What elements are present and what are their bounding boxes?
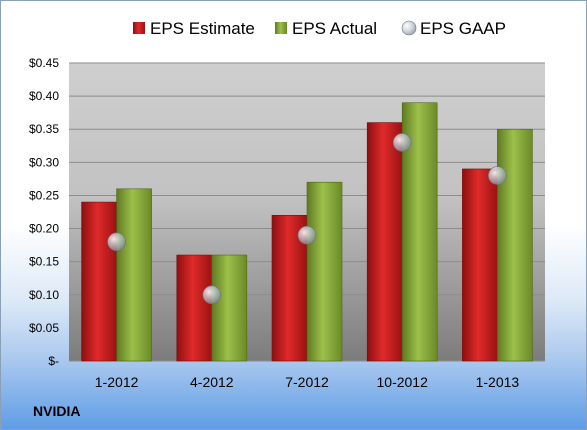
legend-label: EPS Actual	[292, 19, 377, 38]
y-tick-label: $0.10	[29, 288, 59, 302]
gaap-markers	[107, 133, 507, 305]
marker-eps-gaap	[488, 166, 507, 185]
y-tick-label: $0.30	[29, 155, 59, 169]
legend-swatch	[401, 20, 417, 36]
y-tick-label: $-	[48, 354, 59, 368]
marker-eps-gaap	[297, 225, 317, 245]
y-axis-ticks: $0.45 $0.40 $0.35 $0.30 $0.25 $0.20 $0.15 $0.10…	[29, 56, 59, 368]
legend-swatch	[133, 22, 145, 34]
x-tick-label: 4-2012	[190, 374, 234, 390]
y-tick-label: $0.25	[29, 188, 59, 202]
legend: EPS Estimate EPS Actual EPS GAAP	[133, 19, 506, 38]
x-axis-ticks: 1-2012 4-2012 7-2012 10-2012 1-2013	[95, 374, 520, 390]
x-tick-label: 10-2012	[377, 374, 429, 390]
bar-eps-estimate	[462, 168, 498, 362]
y-tick-label: $0.45	[29, 56, 59, 70]
y-tick-label: $0.20	[29, 222, 59, 236]
legend-label: EPS GAAP	[420, 19, 506, 38]
legend-label: EPS Estimate	[150, 19, 255, 38]
y-tick-label: $0.40	[29, 89, 59, 103]
bar-eps-estimate	[366, 122, 403, 362]
marker-eps-gaap	[392, 133, 412, 152]
bar-eps-actual	[306, 181, 343, 362]
y-tick-label: $0.05	[29, 321, 59, 335]
y-tick-label: $0.35	[29, 122, 59, 136]
x-tick-label: 7-2012	[285, 374, 329, 390]
bar-eps-estimate	[81, 201, 117, 362]
y-tick-label: $0.15	[29, 255, 59, 269]
x-tick-label: 1-2012	[95, 374, 139, 390]
bars	[81, 102, 533, 362]
company-label: NVIDIA	[33, 403, 81, 419]
marker-eps-gaap	[202, 285, 222, 305]
marker-eps-gaap	[107, 232, 126, 252]
bar-eps-estimate	[176, 254, 213, 362]
bar-eps-actual	[116, 188, 152, 362]
x-tick-label: 1-2013	[476, 374, 520, 390]
bar-eps-actual	[497, 128, 533, 362]
legend-swatch	[275, 22, 287, 34]
bar-eps-actual	[211, 254, 248, 362]
